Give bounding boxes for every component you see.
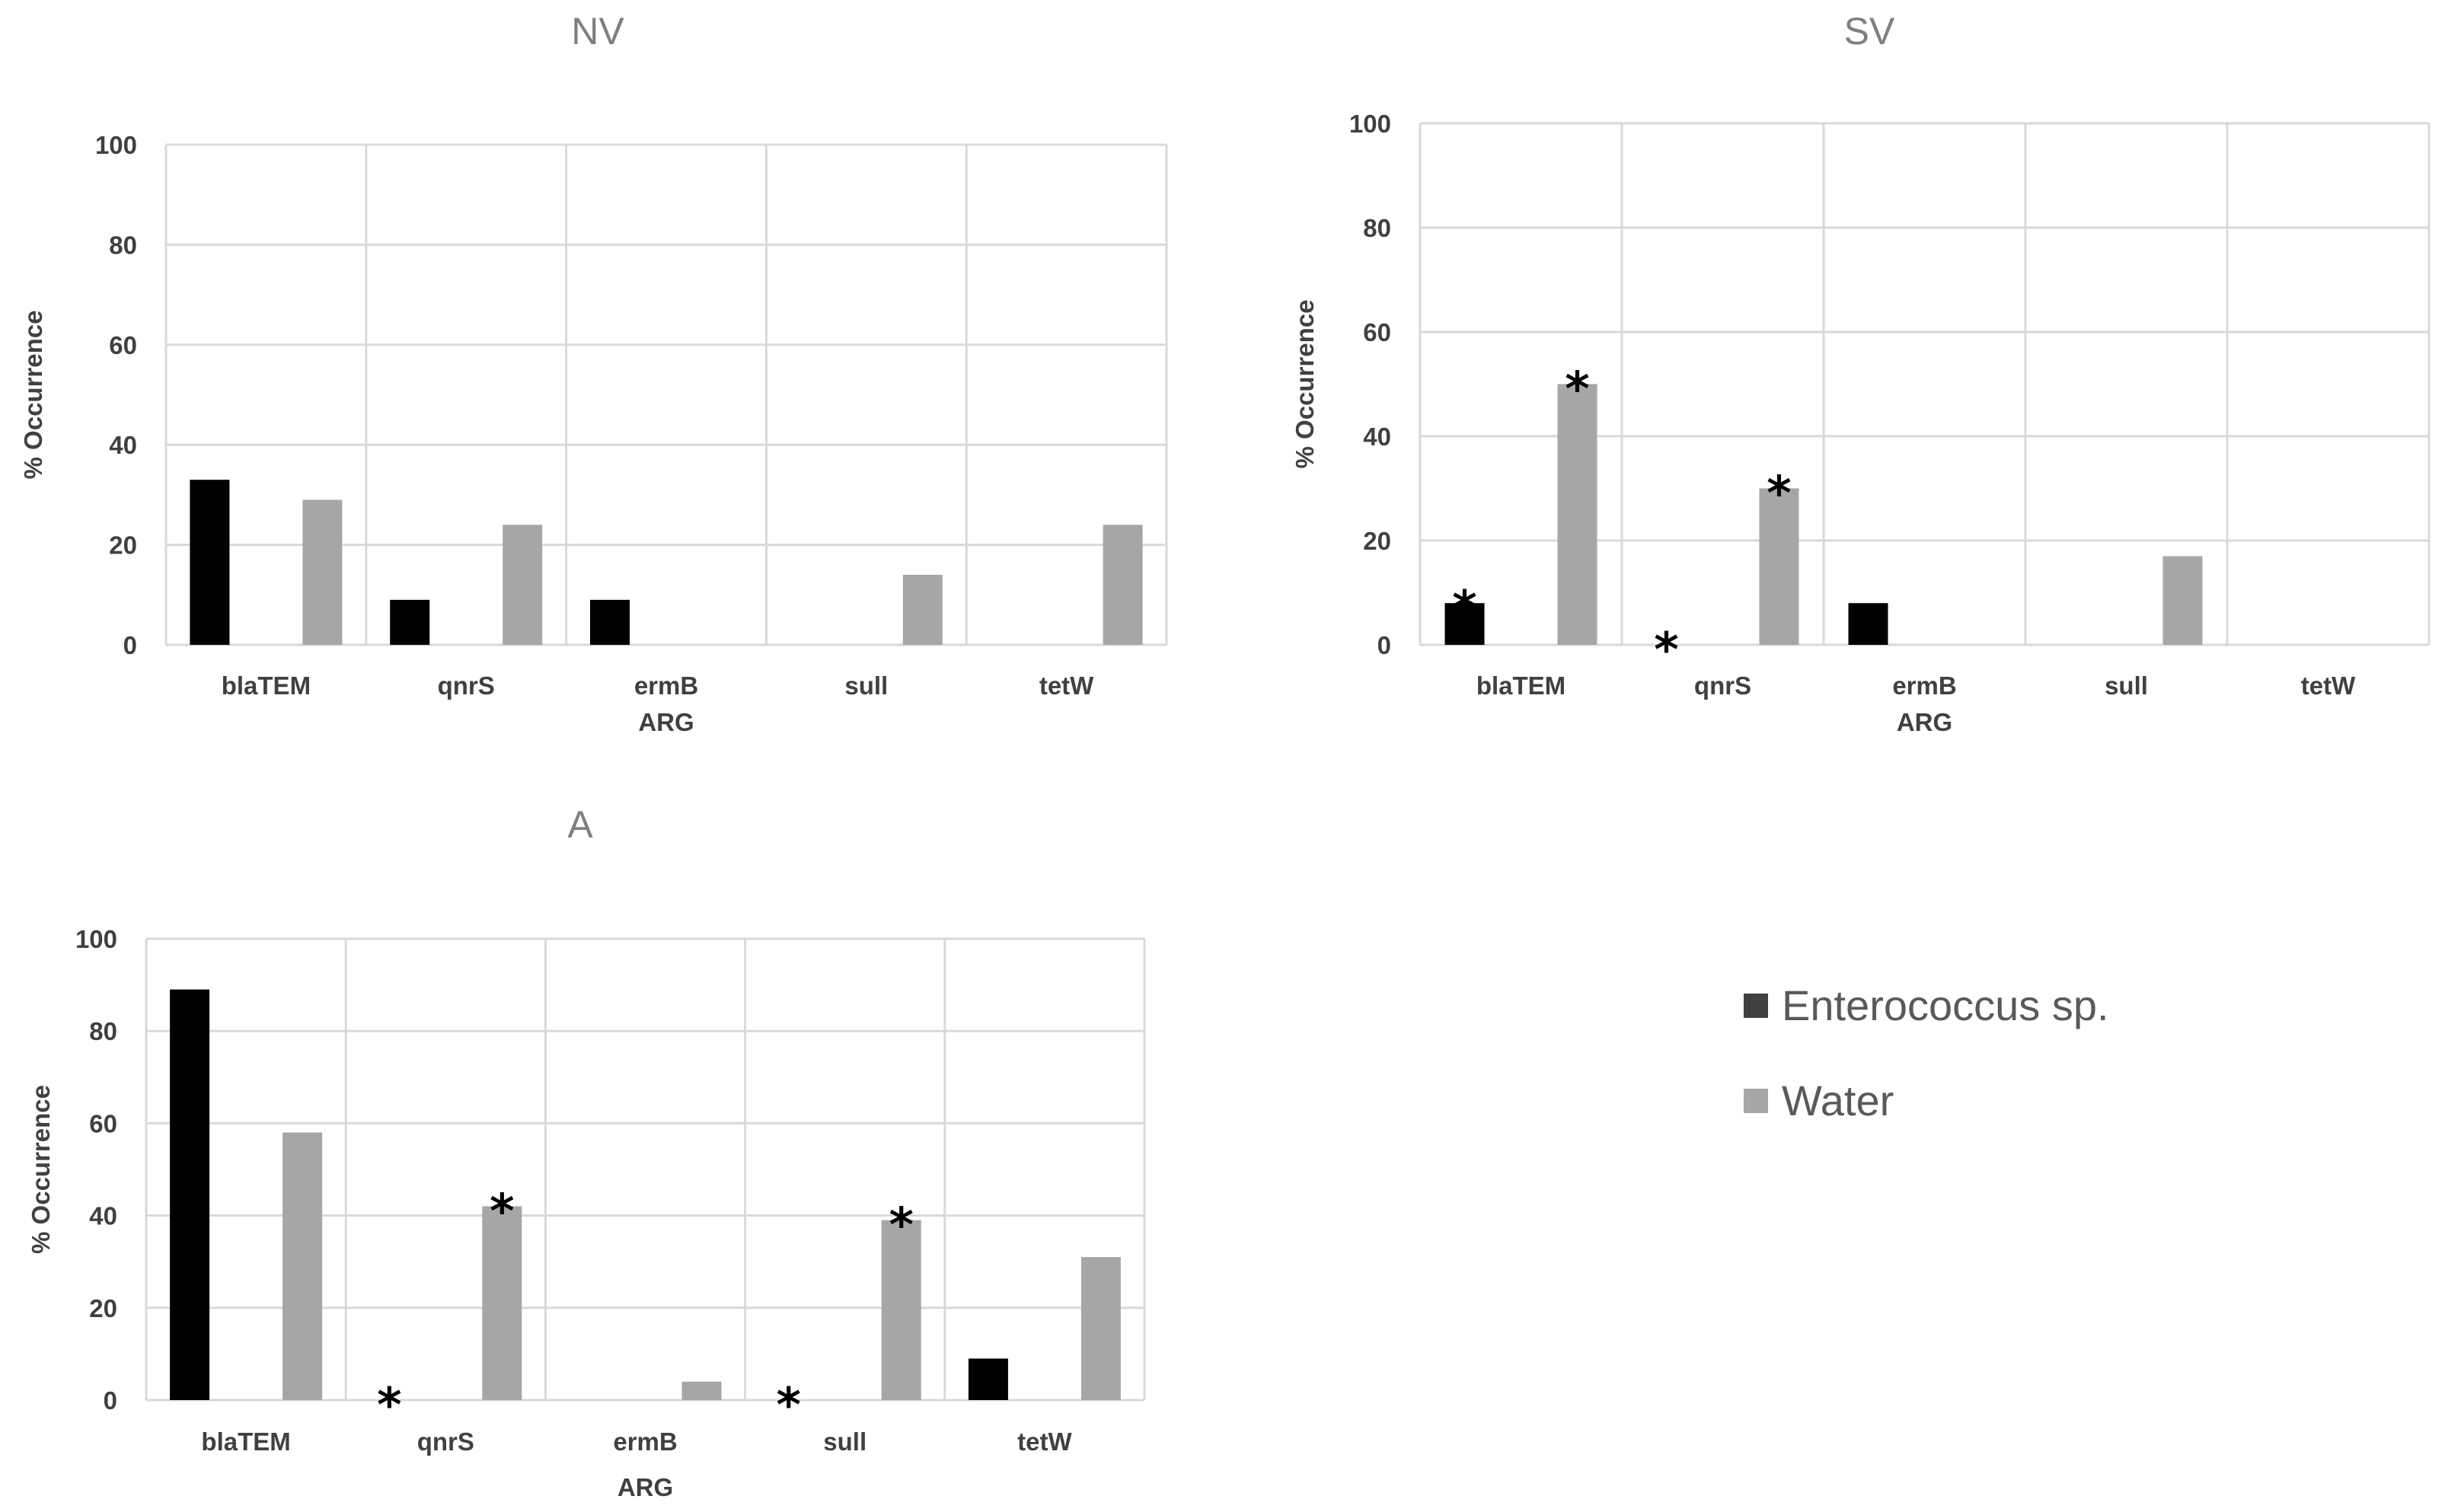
significance-asterisk: * xyxy=(1565,362,1589,417)
category-label: tetW xyxy=(1017,1427,1072,1456)
chart-title: NV xyxy=(571,10,624,53)
x-axis-title: ARG xyxy=(638,708,694,736)
legend-label-water: Water xyxy=(1782,1077,1894,1124)
y-tick-label: 40 xyxy=(89,1202,117,1230)
bar-water-qnrS xyxy=(1759,488,1799,645)
y-tick-label: 80 xyxy=(1363,214,1391,242)
category-label: blaTEM xyxy=(222,671,311,700)
y-tick-label: 80 xyxy=(109,231,137,259)
y-tick-label: 60 xyxy=(109,331,137,359)
y-axis-title: % Occurrence xyxy=(27,1085,55,1254)
y-axis-title: % Occurrence xyxy=(1291,300,1319,469)
bar-enterococcus-blaTEM xyxy=(190,480,230,645)
bar-water-sull xyxy=(2162,556,2203,645)
category-label: sull xyxy=(2105,671,2148,700)
y-tick-label: 20 xyxy=(1363,527,1391,555)
y-tick-label: 100 xyxy=(75,925,117,953)
y-tick-label: 0 xyxy=(123,631,137,659)
category-label: ermB xyxy=(613,1427,677,1456)
bar-water-qnrS xyxy=(482,1206,522,1400)
x-axis-title: ARG xyxy=(1897,708,1952,736)
bar-water-ermB xyxy=(681,1381,722,1400)
y-tick-label: 20 xyxy=(109,531,137,560)
bar-water-sull xyxy=(902,575,943,645)
chart-title: SV xyxy=(1844,10,1895,53)
chart-title: A xyxy=(567,803,593,846)
y-tick-label: 0 xyxy=(104,1386,117,1415)
significance-asterisk: * xyxy=(1654,622,1678,678)
legend: Enterococcus sp. Water xyxy=(1744,981,2109,1124)
category-label: tetW xyxy=(2301,671,2356,700)
bar-water-blaTEM xyxy=(302,499,343,645)
significance-asterisk: * xyxy=(490,1183,514,1239)
chart-sv: 0 20 40 60 80 100 * * * * blaTEM qnrS ermB sull tetW SV… xyxy=(1291,10,2430,736)
legend-swatch-enterococcus xyxy=(1744,994,1768,1018)
y-tick-label: 0 xyxy=(1377,631,1391,659)
significance-asterisk: * xyxy=(377,1377,401,1433)
bar-enterococcus-ermB xyxy=(1848,603,1888,645)
x-axis-title: ARG xyxy=(618,1473,673,1501)
significance-asterisk: * xyxy=(1767,466,1791,522)
bar-enterococcus-qnrS xyxy=(390,599,430,645)
bar-enterococcus-tetW xyxy=(968,1358,1008,1400)
y-tick-label: 20 xyxy=(89,1294,117,1322)
significance-asterisk: * xyxy=(1452,580,1476,636)
bar-water-tetW xyxy=(1103,525,1143,645)
bar-enterococcus-ermB xyxy=(590,599,630,645)
y-tick-label: 100 xyxy=(95,131,137,159)
bar-water-tetW xyxy=(1080,1257,1121,1400)
category-label: ermB xyxy=(1892,671,1956,700)
category-label: qnrS xyxy=(417,1427,474,1456)
category-label: qnrS xyxy=(1694,671,1751,700)
y-tick-label: 60 xyxy=(1363,318,1391,346)
legend-swatch-water xyxy=(1744,1089,1768,1113)
y-tick-label: 40 xyxy=(109,431,137,459)
y-tick-label: 60 xyxy=(89,1109,117,1137)
significance-asterisk: * xyxy=(776,1377,800,1433)
y-tick-label: 100 xyxy=(1349,110,1391,138)
bar-water-blaTEM xyxy=(1557,384,1597,645)
bar-water-qnrS xyxy=(503,525,543,645)
category-label: blaTEM xyxy=(201,1427,290,1456)
bar-enterococcus-blaTEM xyxy=(1444,603,1485,645)
bar-water-sull xyxy=(881,1220,921,1400)
category-label: sull xyxy=(823,1427,867,1456)
category-label: blaTEM xyxy=(1476,671,1566,700)
y-tick-label: 40 xyxy=(1363,423,1391,451)
bar-water-blaTEM xyxy=(282,1132,323,1400)
chart-a: 0 20 40 60 80 100 * * * * blaTEM qnrS ermB sull tetW A A… xyxy=(27,803,1146,1501)
legend-label-enterococcus: Enterococcus sp. xyxy=(1782,981,2109,1029)
chart-nv: 0 20 40 60 80 100 blaTEM qnrS ermB sull tetW NV ARG%… xyxy=(19,10,1168,736)
category-label: ermB xyxy=(634,671,698,700)
y-axis-title: % Occurrence xyxy=(19,311,47,480)
bar-enterococcus-blaTEM xyxy=(170,989,210,1400)
y-tick-label: 80 xyxy=(89,1017,117,1045)
significance-asterisk: * xyxy=(889,1198,913,1253)
category-label: tetW xyxy=(1039,671,1094,700)
category-label: sull xyxy=(844,671,888,700)
category-label: qnrS xyxy=(438,671,495,700)
